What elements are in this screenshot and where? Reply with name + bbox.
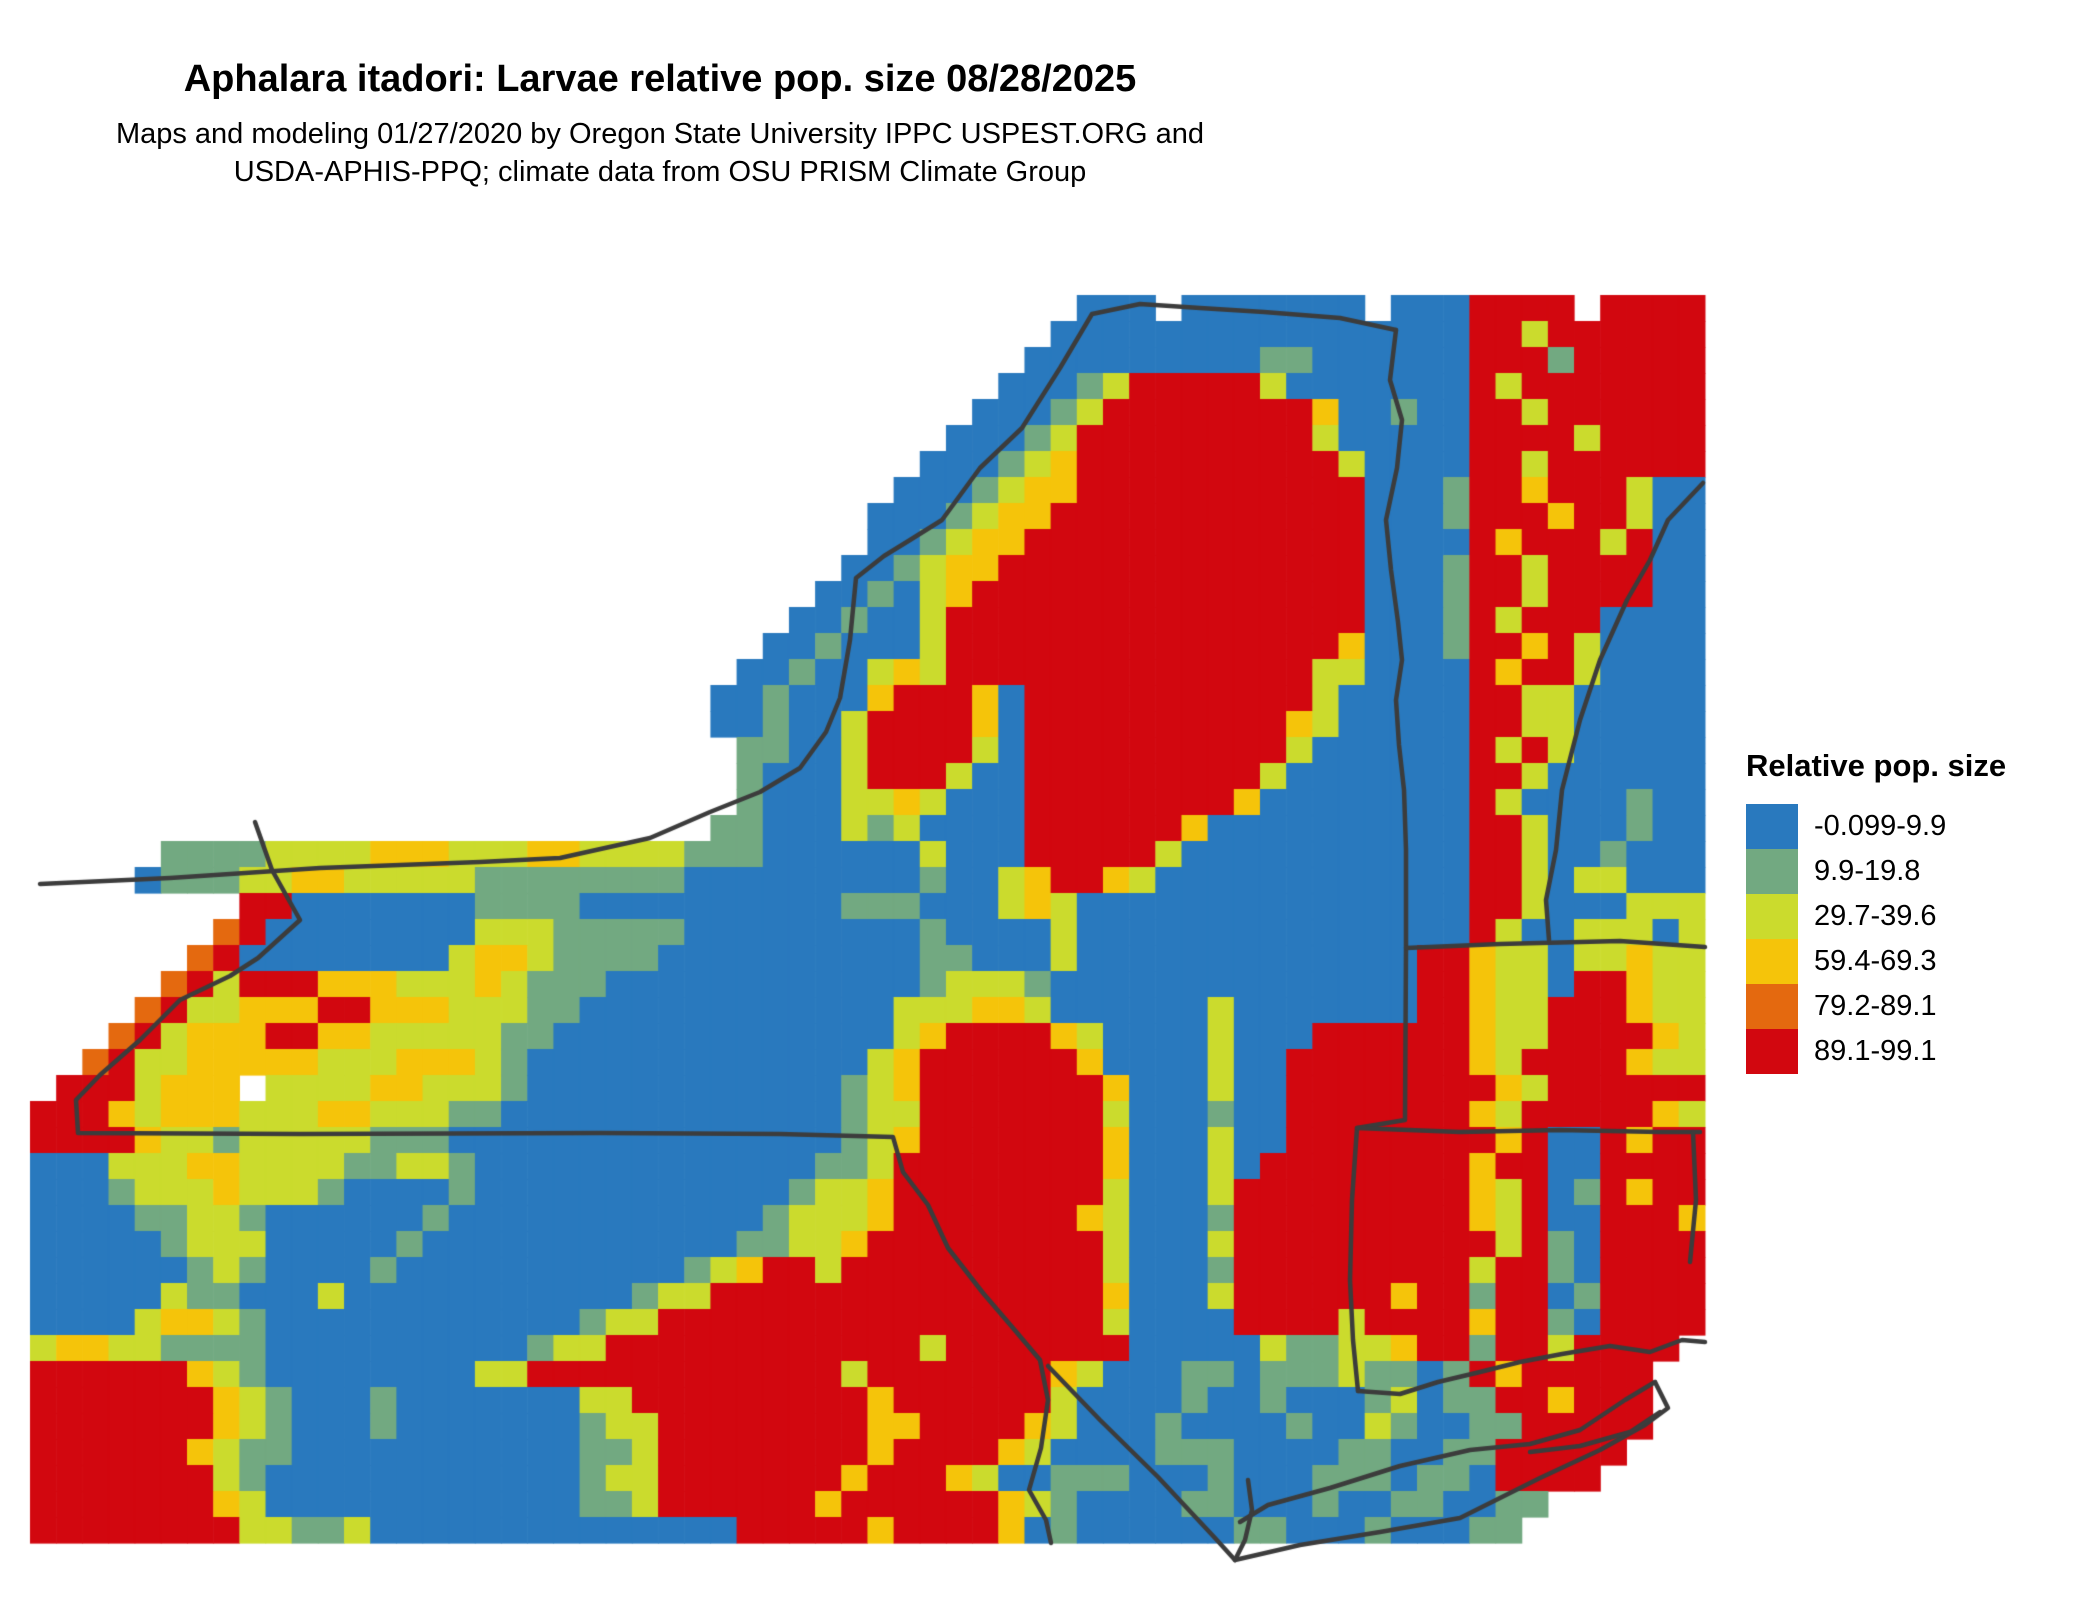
legend-swatch-1 <box>1746 849 1798 894</box>
legend-label: 9.9-19.8 <box>1814 855 1921 887</box>
legend-swatch-3 <box>1746 939 1798 984</box>
legend-swatch-5 <box>1746 1029 1798 1074</box>
legend-entry: 59.4-69.3 <box>1746 939 2006 984</box>
legend-swatch-2 <box>1746 894 1798 939</box>
legend-swatch-4 <box>1746 984 1798 1029</box>
map-subtitle: Maps and modeling 01/27/2020 by Oregon S… <box>0 115 1320 191</box>
map-subtitle-line2: USDA-APHIS-PPQ; climate data from OSU PR… <box>233 156 1087 188</box>
map-title: Aphalara itadori: Larvae relative pop. s… <box>183 58 1137 100</box>
header: Aphalara itadori: Larvae relative pop. s… <box>0 58 1320 191</box>
legend: Relative pop. size -0.099-9.9 9.9-19.8 2… <box>1746 748 2006 1074</box>
legend-entry: 89.1-99.1 <box>1746 1029 2006 1074</box>
legend-entry: 79.2-89.1 <box>1746 984 2006 1029</box>
map-subtitle-line1: Maps and modeling 01/27/2020 by Oregon S… <box>115 118 1205 150</box>
legend-entry: 9.9-19.8 <box>1746 849 2006 894</box>
legend-title: Relative pop. size <box>1746 748 2007 783</box>
legend-label: 29.7-39.6 <box>1814 900 1937 932</box>
legend-swatch-0 <box>1746 804 1798 849</box>
legend-label: 59.4-69.3 <box>1814 945 1937 977</box>
legend-label: -0.099-9.9 <box>1814 810 1947 842</box>
legend-label: 79.2-89.1 <box>1814 990 1937 1022</box>
legend-entry: -0.099-9.9 <box>1746 804 2006 849</box>
legend-label: 89.1-99.1 <box>1814 1035 1937 1067</box>
legend-entry: 29.7-39.6 <box>1746 894 2006 939</box>
